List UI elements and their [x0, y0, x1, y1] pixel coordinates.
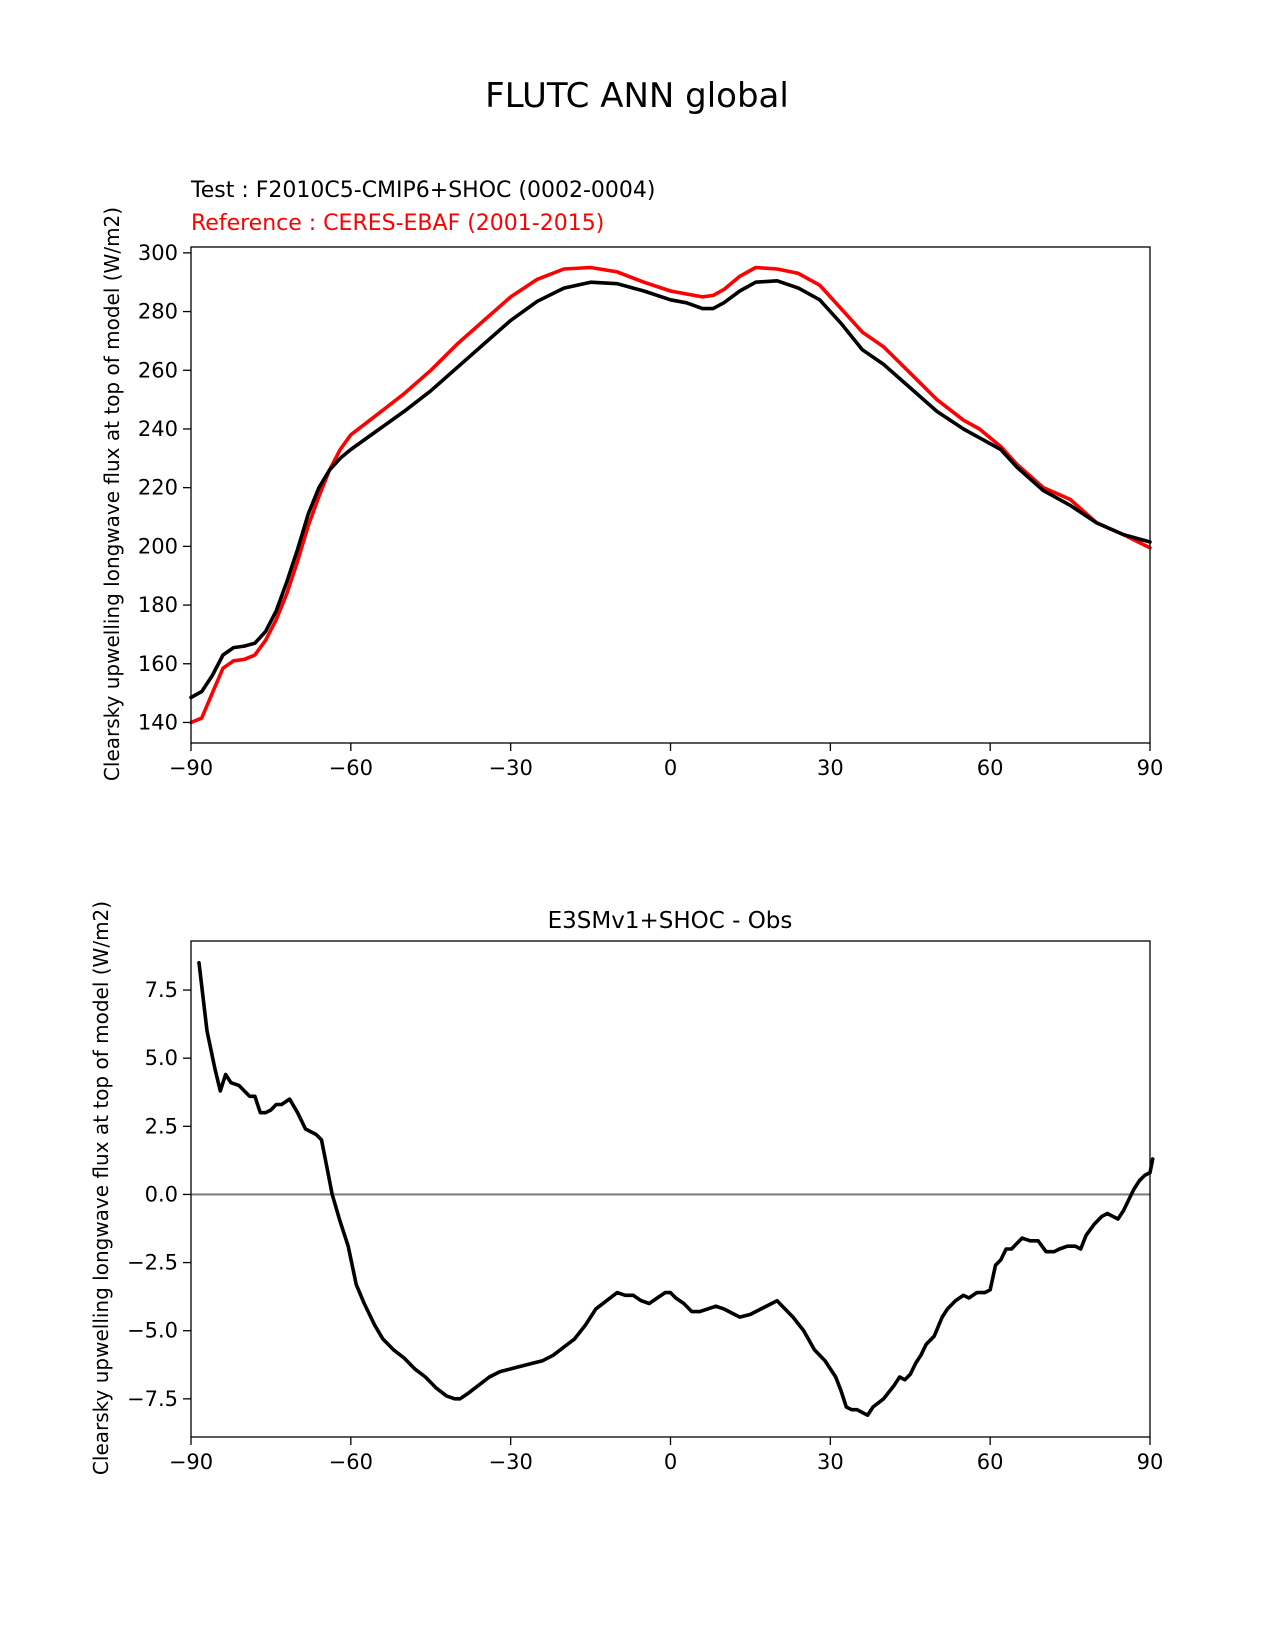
- reference-label: Reference : CERES-EBAF (2001-2015): [191, 211, 604, 236]
- top-y-tick-label: 240: [138, 417, 178, 441]
- top-y-tick-label: 220: [138, 476, 178, 500]
- top-x-tick-label: 60: [977, 756, 1004, 780]
- test-label: Test : F2010C5-CMIP6+SHOC (0002-0004): [190, 178, 655, 203]
- top-y-axis-label: Clearsky upwelling longwave flux at top …: [100, 207, 124, 781]
- top-y-tick-label: 300: [138, 241, 178, 265]
- bottom-y-tick-label: −7.5: [127, 1387, 178, 1411]
- bottom-y-tick-label: 7.5: [145, 978, 178, 1002]
- top-reference-series-line: [189, 265, 1152, 725]
- bottom-x-tick-label: 0: [664, 1450, 677, 1474]
- top-series-layer: [189, 265, 1152, 725]
- bottom-plot-frame: [190, 940, 1151, 1438]
- top-x-tick-label: 30: [817, 756, 844, 780]
- bottom-series-layer: [191, 961, 1155, 1417]
- top-y-tick-label: 280: [138, 300, 178, 324]
- bottom-panel-title: E3SMv1+SHOC - Obs: [548, 908, 793, 934]
- top-y-tick-label: 260: [138, 358, 178, 382]
- top-gridlines: −90 −60 −30 0 30 60 90 140 160 180 200 220 240 260 280…: [138, 241, 1163, 780]
- bottom-x-tick-label: −90: [169, 1450, 213, 1474]
- top-x-tick-label: −60: [329, 756, 373, 780]
- top-y-tick-label: 200: [138, 534, 178, 558]
- bottom-x-tick-label: −30: [489, 1450, 533, 1474]
- bottom-difference-series-line: [197, 961, 1155, 1417]
- figure-title: FLUTC ANN global: [485, 76, 789, 116]
- bottom-gridlines: −90 −60 −30 0 30 60 90 −7.5 −5.0 −2.5 0.0 2.5 5.0 7.5: [127, 978, 1163, 1474]
- top-y-tick-label: 180: [138, 593, 178, 617]
- bottom-x-tick-label: 30: [817, 1450, 844, 1474]
- top-x-tick-label: −90: [169, 756, 213, 780]
- bottom-x-tick-label: 90: [1137, 1450, 1164, 1474]
- top-test-series-line: [189, 279, 1152, 700]
- bottom-x-tick-label: 60: [977, 1450, 1004, 1474]
- bottom-y-tick-label: 0.0: [145, 1182, 178, 1206]
- bottom-y-tick-label: 5.0: [145, 1046, 178, 1070]
- bottom-panel: E3SMv1+SHOC - Obs Clearsky upwelling lon…: [89, 901, 1163, 1475]
- top-y-tick-label: 160: [138, 652, 178, 676]
- bottom-y-axis-label: Clearsky upwelling longwave flux at top …: [89, 901, 113, 1475]
- top-panel: Test : F2010C5-CMIP6+SHOC (0002-0004) Re…: [100, 178, 1163, 781]
- bottom-x-tick-label: −60: [329, 1450, 373, 1474]
- top-x-tick-label: 0: [664, 756, 677, 780]
- top-x-tick-label: −30: [489, 756, 533, 780]
- bottom-y-tick-label: −2.5: [127, 1251, 178, 1275]
- bottom-y-tick-label: −5.0: [127, 1319, 178, 1343]
- bottom-y-tick-label: 2.5: [145, 1114, 178, 1138]
- top-x-tick-label: 90: [1137, 756, 1164, 780]
- top-plot-frame: [190, 246, 1151, 744]
- top-y-tick-label: 140: [138, 710, 178, 734]
